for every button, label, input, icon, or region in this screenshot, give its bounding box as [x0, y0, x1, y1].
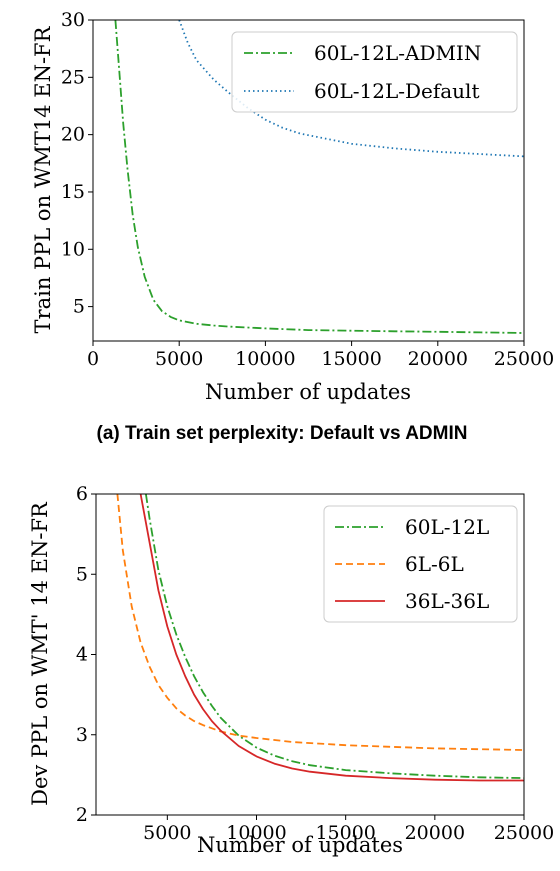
x-tick-label: 0 — [87, 348, 99, 370]
legend-label-36l-36l: 36L-36L — [405, 589, 489, 613]
series-line-60l-12l-admin — [114, 20, 524, 334]
series-line-60l-12l — [145, 494, 524, 779]
series-line-60l-12l-default — [178, 20, 524, 158]
x-tick-label: 5000 — [143, 822, 191, 844]
legend: 60L-12L 6L-6L 36L-36L — [323, 505, 518, 623]
x-tick-label: 15000 — [321, 348, 381, 370]
chart-dev-perplexity: 5000 10000 15000 20000 25000 2 3 4 5 6 Number of … — [28, 483, 554, 857]
x-tick-label: 5000 — [155, 348, 203, 370]
series-line-6l-6l — [116, 494, 524, 751]
y-tick-label: 15 — [61, 181, 85, 203]
chart-train-perplexity: 0 5000 10000 15000 20000 25000 5 10 15 20 25 30 Num… — [31, 9, 554, 404]
x-tick-label: 20000 — [408, 348, 468, 370]
y-axis-label: Train PPL on WMT14 EN-FR — [31, 25, 55, 333]
y-tick-label: 5 — [73, 296, 85, 318]
y-tick-label: 25 — [61, 66, 85, 88]
x-axis-label: Number of updates — [197, 833, 403, 857]
y-tick-label: 10 — [61, 238, 85, 260]
y-tick-label: 4 — [76, 644, 88, 666]
legend-box — [323, 505, 518, 623]
y-axis-label: Dev PPL on WMT' 14 EN-FR — [28, 501, 52, 806]
subfigure-caption: (a) Train set perplexity: Default vs ADM… — [97, 423, 468, 444]
legend-label-60l-12l-default: 60L-12L-Default — [314, 79, 480, 103]
legend-label-60l-12l: 60L-12L — [405, 515, 489, 539]
x-axis-label: Number of updates — [205, 380, 411, 404]
y-tick-label: 3 — [76, 724, 88, 746]
legend: 60L-12L-ADMIN 60L-12L-Default — [231, 31, 518, 113]
plot-frame — [92, 19, 525, 342]
y-tick-label: 6 — [76, 483, 88, 505]
y-tick-label: 2 — [76, 804, 88, 826]
x-tick-label: 20000 — [405, 822, 465, 844]
series-line-36l-36l — [139, 494, 524, 782]
x-tick-label: 10000 — [235, 348, 295, 370]
y-tick-label: 20 — [61, 124, 85, 146]
y-tick-label: 5 — [76, 563, 88, 585]
x-tick-label: 25000 — [494, 822, 554, 844]
legend-label-6l-6l: 6L-6L — [405, 552, 464, 576]
x-tick-label: 15000 — [315, 822, 375, 844]
x-tick-label: 25000 — [494, 348, 554, 370]
legend-box — [231, 31, 518, 113]
y-tick-label: 30 — [61, 9, 85, 31]
x-tick-label: 10000 — [226, 822, 286, 844]
legend-label-60l-12l-admin: 60L-12L-ADMIN — [314, 41, 481, 65]
